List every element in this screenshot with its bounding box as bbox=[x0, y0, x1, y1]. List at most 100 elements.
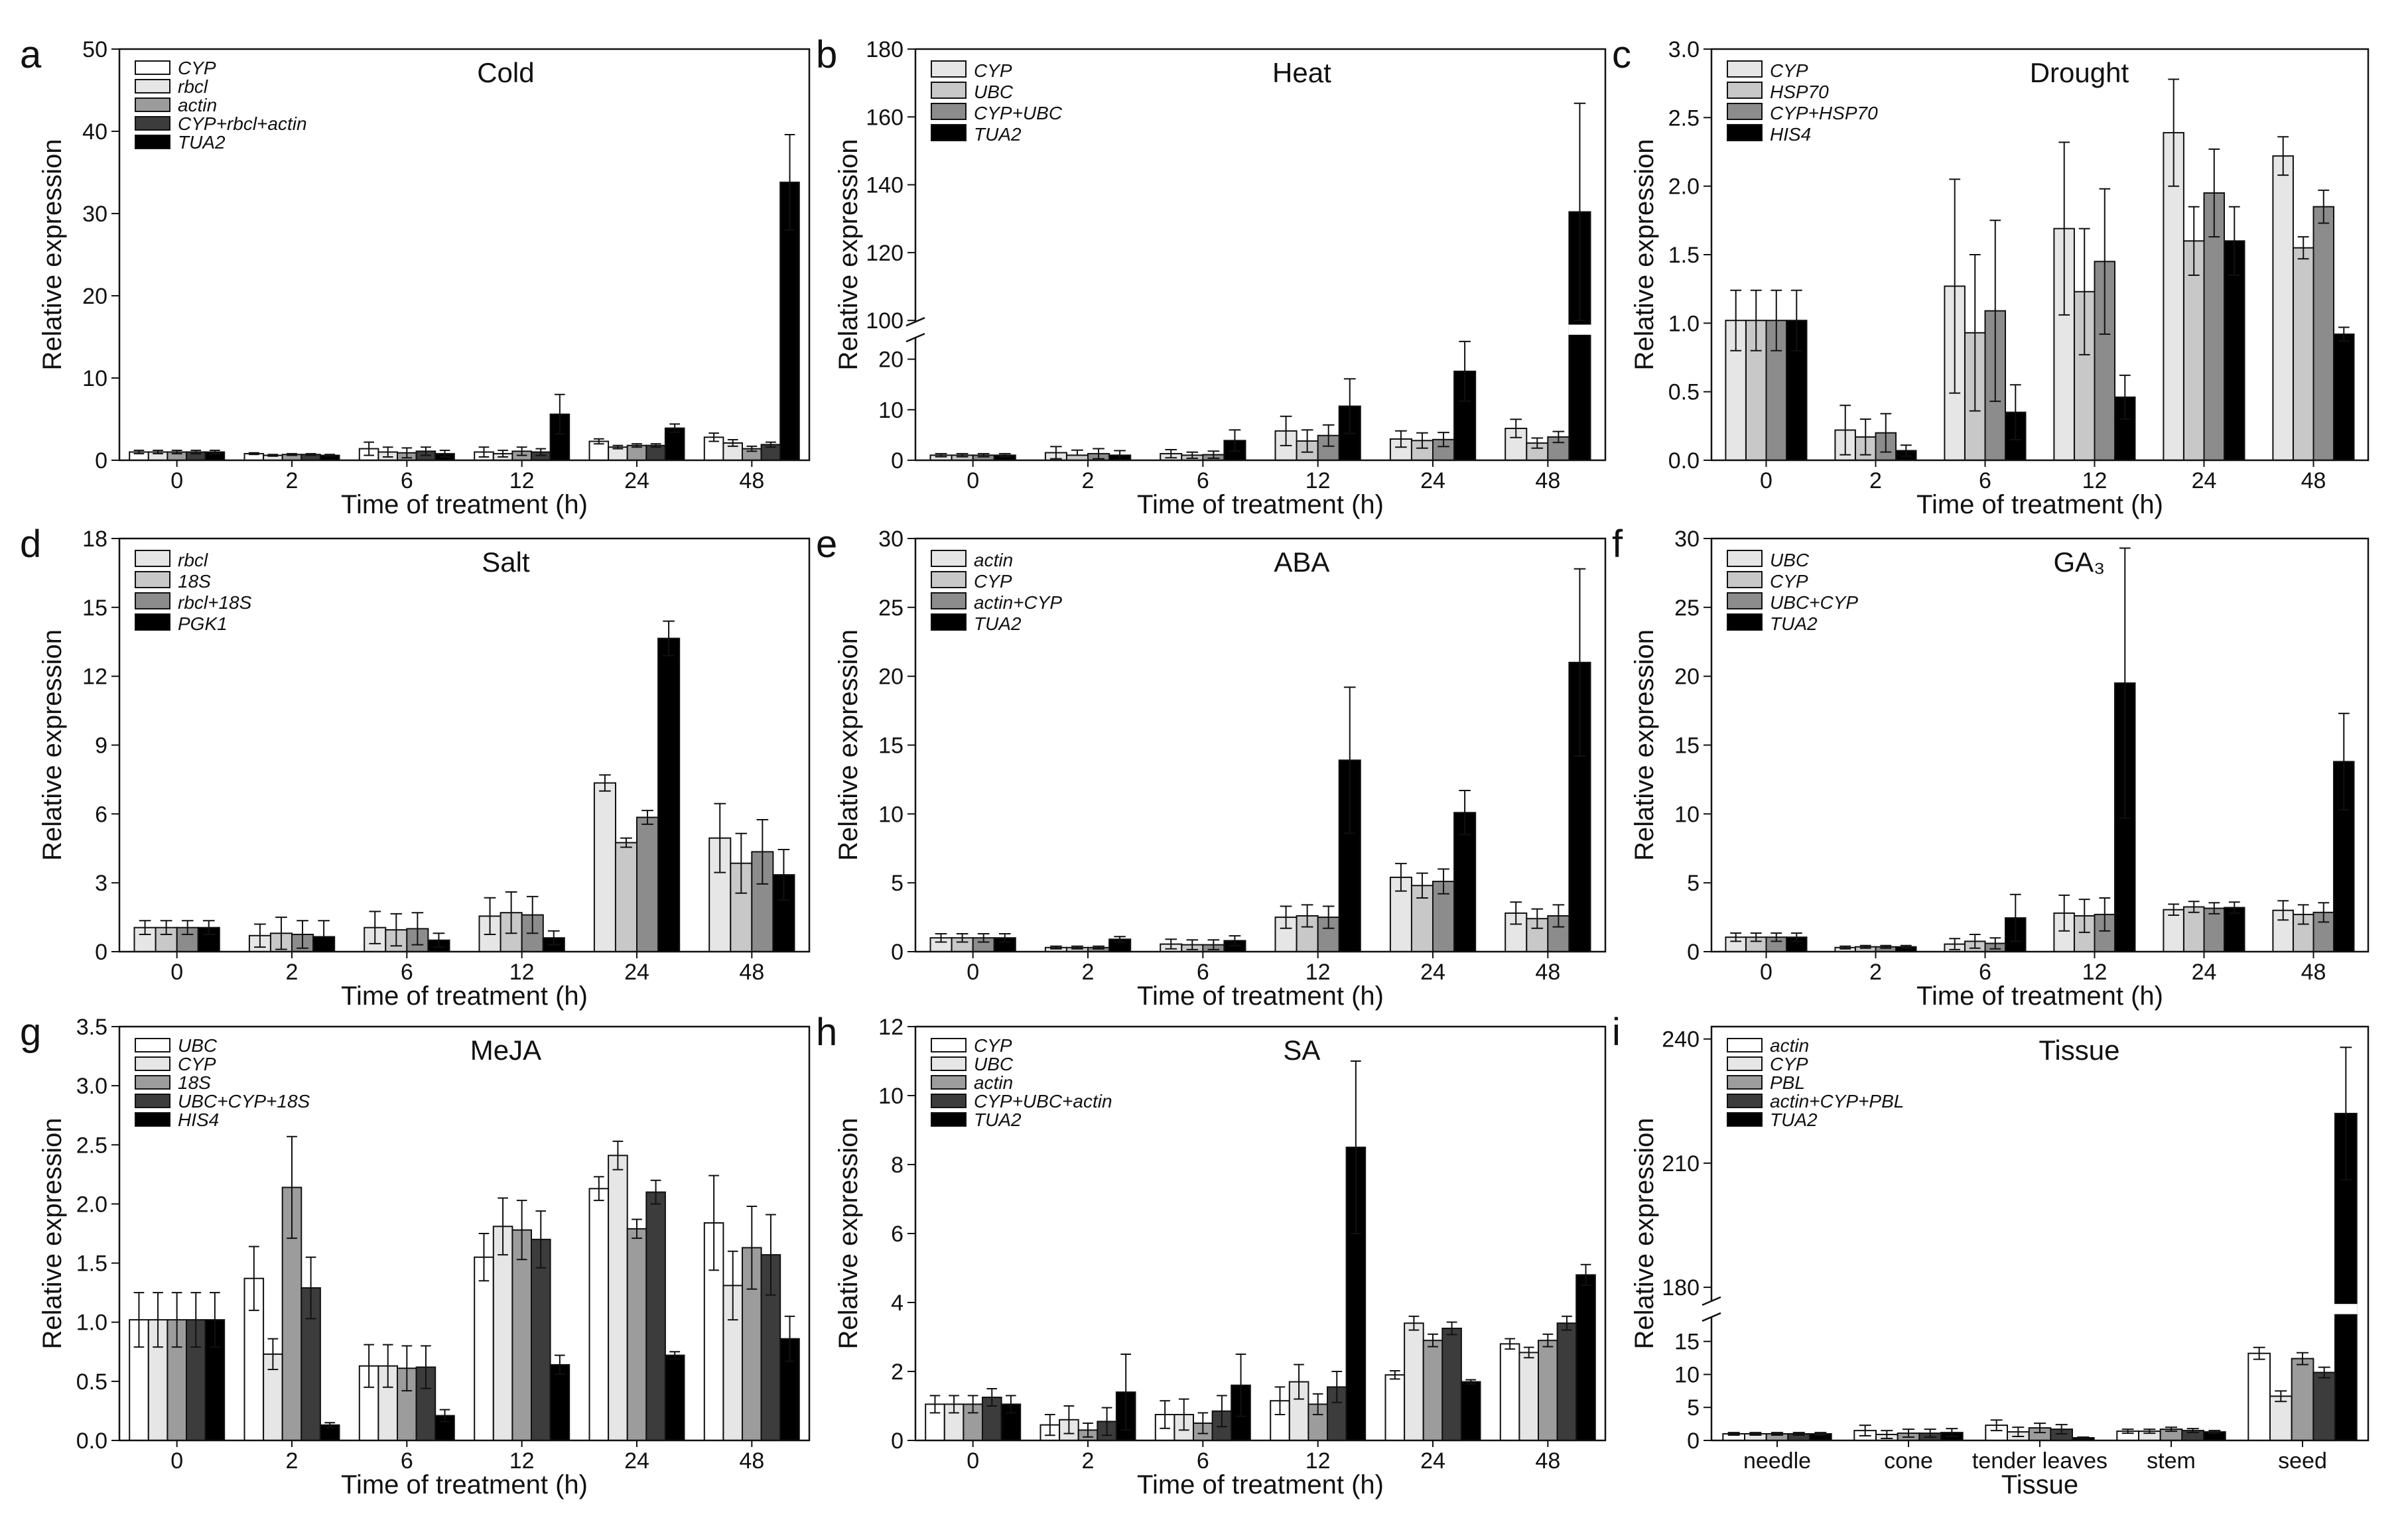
legend-label: CYP bbox=[1770, 1054, 1808, 1074]
y-tick-label: 180 bbox=[1662, 1275, 1700, 1300]
y-tick-label: 12 bbox=[82, 665, 107, 690]
legend-label: HSP70 bbox=[1770, 82, 1829, 102]
legend-label: actin bbox=[1770, 1035, 1809, 1056]
y-tick-label: 18 bbox=[82, 527, 107, 552]
bars bbox=[1725, 547, 2355, 953]
axis-break-mark bbox=[1702, 1296, 1721, 1306]
bar-actin+CYP+PBL-seed bbox=[2312, 1371, 2336, 1441]
y-tick-label: 5 bbox=[891, 871, 903, 896]
legend-label: CYP bbox=[974, 571, 1012, 592]
y-tick-label: 0 bbox=[95, 448, 107, 474]
y-tick-label: 40 bbox=[82, 119, 107, 145]
x-tick-label: 0 bbox=[170, 1448, 183, 1474]
legend-swatch-CYP bbox=[931, 571, 967, 588]
axis-break-mark bbox=[905, 332, 925, 343]
legend-label: actin bbox=[178, 95, 217, 115]
x-axis-title: Time of treatment (h) bbox=[1916, 982, 2163, 1011]
y-tick-label: 25 bbox=[878, 596, 903, 621]
panel-label: b bbox=[816, 33, 837, 76]
y-tick-label: 0 bbox=[891, 1428, 903, 1454]
bar-18S-24 bbox=[614, 842, 638, 952]
x-tick-label: 2 bbox=[286, 960, 299, 985]
y-tick-label: 160 bbox=[866, 105, 903, 130]
x-tick-label: 6 bbox=[1197, 468, 1209, 493]
y-tick-label: 10 bbox=[1674, 1363, 1700, 1388]
legend-swatch-TUA2 bbox=[135, 135, 170, 149]
y-tick-label: 10 bbox=[82, 366, 107, 391]
legend-swatch-CYP bbox=[931, 60, 967, 78]
y-tick-label: 1.0 bbox=[1668, 311, 1700, 336]
y-tick-label: 0 bbox=[1687, 1428, 1700, 1454]
legend-label: TUA2 bbox=[974, 124, 1022, 145]
x-axis-title: Time of treatment (h) bbox=[341, 490, 588, 519]
panel-label: a bbox=[20, 33, 42, 76]
panel-label: e bbox=[816, 523, 837, 566]
legend-label: TUA2 bbox=[1770, 1110, 1818, 1130]
legend-label: UBC+CYP+18S bbox=[178, 1091, 310, 1111]
x-tick-label: 0 bbox=[967, 468, 979, 493]
y-tick-label: 20 bbox=[82, 284, 107, 309]
legend-label: CYP+rbcl+actin bbox=[178, 113, 307, 134]
bar-UBC-24 bbox=[1404, 1322, 1424, 1441]
legend-swatch-UBC+CYP bbox=[1727, 592, 1763, 609]
legend-swatch-CYP bbox=[931, 1038, 967, 1052]
x-tick-label: 2 bbox=[1869, 468, 1882, 493]
panel-b: 0 10 20 100 120 140 160 180 0 2 6 12 24 48 Time of tre… bbox=[816, 33, 1607, 519]
y-axis-title: Relative expression bbox=[1630, 629, 1659, 861]
bar-actin-seed bbox=[2247, 1352, 2271, 1441]
x-tick-label: 24 bbox=[624, 1448, 649, 1474]
bar-actin-24 bbox=[1422, 1340, 1443, 1441]
y-tick-label: 2.5 bbox=[76, 1133, 107, 1158]
panel-title: Tissue bbox=[2039, 1035, 2119, 1066]
x-tick-label: 12 bbox=[509, 1448, 535, 1474]
y-tick-label: 100 bbox=[866, 308, 903, 334]
bar-UBC+CYP+18S-6 bbox=[415, 1366, 436, 1441]
legend-label: UBC bbox=[1770, 550, 1810, 570]
x-axis-title: Time of treatment (h) bbox=[341, 1470, 588, 1499]
y-tick-label: 140 bbox=[866, 173, 903, 198]
y-tick-label: 10 bbox=[878, 1084, 903, 1109]
x-tick-label: 12 bbox=[2082, 468, 2107, 493]
y-axis-title: Relative expression bbox=[834, 1117, 863, 1349]
y-tick-label: 180 bbox=[866, 37, 903, 62]
bar-CYP-12 bbox=[492, 1226, 513, 1442]
bar-HIS4-24 bbox=[664, 1354, 685, 1441]
legend-label: TUA2 bbox=[1770, 613, 1818, 634]
y-tick-label: 8 bbox=[891, 1153, 903, 1178]
legend-swatch-CYP+UBC bbox=[931, 103, 967, 120]
bar-UBC-24 bbox=[2163, 909, 2184, 952]
y-tick-label: 20 bbox=[1674, 665, 1700, 690]
x-tick-label: 12 bbox=[1305, 960, 1331, 985]
legend-label: rbcl+18S bbox=[178, 592, 252, 613]
bars bbox=[925, 1060, 1596, 1442]
legend-swatch-actin bbox=[931, 550, 967, 567]
bar-TUA2-48 bbox=[1575, 1274, 1596, 1442]
y-axis-title: Relative expression bbox=[38, 1117, 67, 1349]
bar-PGK1-24 bbox=[657, 637, 681, 952]
y-tick-label: 30 bbox=[82, 202, 107, 227]
x-tick-label: 48 bbox=[739, 960, 764, 985]
y-tick-label: 240 bbox=[1662, 1027, 1700, 1052]
panel-title: Drought bbox=[2030, 57, 2129, 88]
x-tick-label: 12 bbox=[1305, 468, 1331, 493]
x-tick-label: 24 bbox=[624, 960, 649, 985]
legend-swatch-CYP bbox=[1727, 60, 1763, 78]
x-axis-title: Time of treatment (h) bbox=[1916, 490, 2163, 519]
x-tick-label: 0 bbox=[170, 960, 183, 985]
axis-break-mark bbox=[1702, 1312, 1721, 1322]
y-axis-title: Relative expression bbox=[38, 629, 67, 861]
panel-title: MeJA bbox=[470, 1035, 541, 1066]
bar-break-gap bbox=[2334, 1304, 2358, 1314]
legend-swatch-rbcl bbox=[135, 550, 170, 567]
x-tick-label: 48 bbox=[2301, 468, 2326, 493]
y-tick-label: 2.0 bbox=[1668, 174, 1700, 200]
y-tick-label: 120 bbox=[866, 241, 903, 266]
legend-swatch-HIS4 bbox=[1727, 124, 1763, 141]
legend-label: PBL bbox=[1770, 1072, 1805, 1093]
panel-title: Heat bbox=[1272, 57, 1331, 88]
axis-break-gap bbox=[910, 322, 921, 338]
legend-swatch-TUA2 bbox=[1727, 1112, 1763, 1127]
legend-swatch-UBC bbox=[135, 1038, 170, 1052]
